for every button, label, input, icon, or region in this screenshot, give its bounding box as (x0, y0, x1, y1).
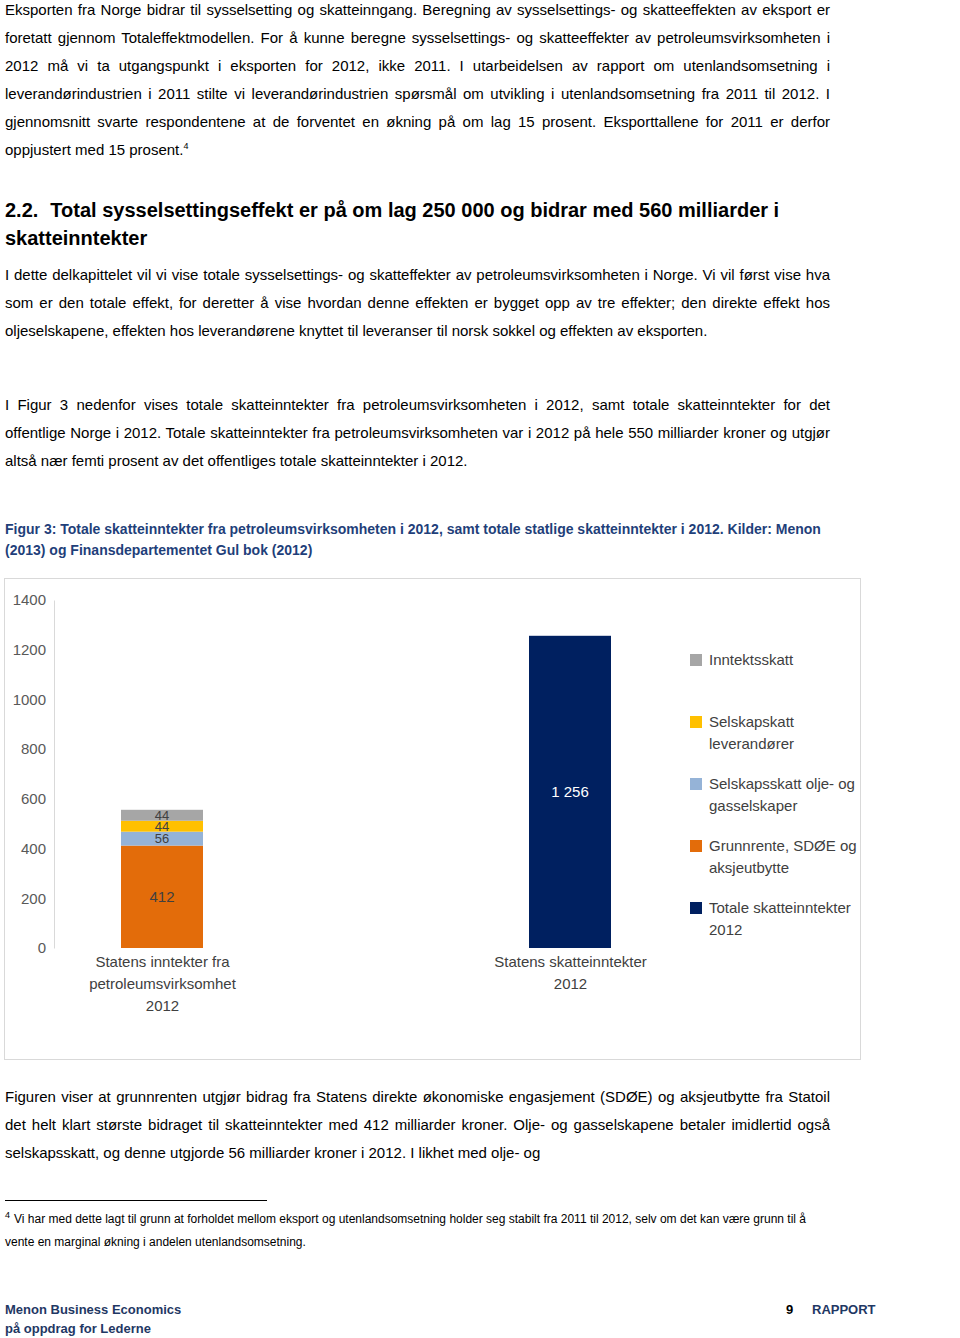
legend-swatch (690, 716, 702, 728)
tick-label: 800 (21, 740, 46, 757)
text-line: Selskapsskatt olje- og (709, 775, 855, 792)
tick-label: 0 (38, 939, 46, 956)
tick-label: 600 (21, 790, 46, 807)
tick: Statens skatteinntekter 2012 (494, 953, 647, 992)
legend: InntektsskattSelskapskattleverandørerSel… (690, 651, 857, 938)
text-line: 2012 (554, 975, 587, 992)
legend-item: Grunnrente, SDØE og aksjeutbytte (690, 837, 857, 876)
legend-item: Selskapskatt leverandører (690, 713, 795, 752)
bar-series (121, 846, 203, 948)
tick-label: 1200 (13, 641, 46, 658)
text-line: Inntektsskatt (709, 651, 794, 668)
tick: 0 (38, 939, 54, 956)
bar (529, 636, 611, 948)
legend-label: Selskapskatt leverandører (709, 713, 795, 752)
legend-swatch (690, 840, 702, 852)
text-line: Totale skatteinntekter (709, 899, 851, 916)
tick: 1400 (13, 591, 54, 608)
data-label: 44 (155, 808, 169, 823)
text-line: Statens skatteinntekter (494, 953, 647, 970)
chart-frame (5, 579, 861, 1060)
x-axis: Statens inntekter fra petroleumsvirksomhe… (89, 953, 647, 1014)
bar-series (529, 636, 611, 948)
tick-label: 200 (21, 890, 46, 907)
data-label: 1 256 (551, 783, 589, 800)
text-line: leverandører (709, 735, 794, 752)
tick: 600 (21, 790, 54, 807)
legend-swatch (690, 654, 702, 666)
legend-label: Totale skatteinntekter 2012 (709, 899, 851, 938)
footer-company: Menon Business Economics (5, 1302, 181, 1317)
axis-line (54, 601, 55, 949)
page-number: 9 (786, 1302, 793, 1317)
footer-label: RAPPORT (812, 1302, 876, 1317)
intro-paragraph: Eksporten fra Norge bidrar til sysselset… (5, 0, 830, 164)
chart: 0 200 400 600 800 1000 1200 1400 Statens inntekt… (4, 578, 861, 1060)
tick: 400 (21, 840, 54, 857)
page: { "intro": { "text": "Eksporten fra Norg… (0, 0, 960, 1338)
text-line: aksjeutbytte (709, 859, 789, 876)
text-line: Grunnrente, SDØE og (709, 837, 857, 854)
tick-label: 400 (21, 840, 46, 857)
text-line: 2012 (146, 997, 179, 1014)
y-axis: 0 200 400 600 800 1000 1200 1400 (13, 591, 55, 956)
footnote-rule (5, 1200, 267, 1201)
footnote-ref: 4 (183, 141, 188, 151)
data-labels: 1 256412564444 (149, 783, 588, 905)
tick-label: 1000 (13, 691, 46, 708)
legend-swatch (690, 778, 702, 790)
section-heading: 2.2.Total sysselsettingseffekt er på om … (5, 196, 835, 252)
footnote-text: Vi har med dette lagt til grunn at forho… (5, 1212, 806, 1249)
footer-client: på oppdrag for Lederne (5, 1321, 151, 1336)
tick: 1000 (13, 691, 54, 708)
tick-label: 1400 (13, 591, 46, 608)
text-line: gasselskaper (709, 797, 797, 814)
paragraph: I Figur 3 nedenfor vises totale skattein… (5, 391, 830, 475)
data-label: 412 (149, 888, 174, 905)
section-number: 2.2. (5, 199, 38, 221)
bar-series (121, 832, 203, 846)
bar (121, 846, 203, 948)
bar (121, 832, 203, 846)
tick-label: Statens skatteinntekter 2012 (494, 953, 647, 992)
plot-area (121, 636, 611, 948)
legend-label: Grunnrente, SDØE og aksjeutbytte (709, 837, 857, 876)
paragraph: Figuren viser at grunnrenten utgjør bidr… (5, 1083, 830, 1167)
legend-swatch (690, 902, 702, 914)
tick: Statens inntekter fra petroleumsvirksomhe… (89, 953, 237, 1014)
tick: 200 (21, 890, 54, 907)
section-title: Total sysselsettingseffekt er på om lag … (5, 199, 779, 249)
tick-label: Statens inntekter fra petroleumsvirksomhe… (89, 953, 237, 1014)
text-line: 2012 (709, 921, 742, 938)
text-line: petroleumsvirksomhet (89, 975, 237, 992)
figure-caption: Figur 3: Totale skatteinntekter fra petr… (5, 519, 835, 561)
legend-label: Selskapsskatt olje- og gasselskaper (709, 775, 855, 814)
footnote-number: 4 (5, 1210, 10, 1220)
legend-item: Totale skatteinntekter 2012 (690, 899, 851, 938)
legend-label: Inntektsskatt (709, 651, 794, 668)
legend-item: Selskapsskatt olje- og gasselskaper (690, 775, 855, 814)
tick: 800 (21, 740, 54, 757)
text-line: Selskapskatt (709, 713, 795, 730)
tick: 1200 (13, 641, 54, 658)
footnote: 4Vi har med dette lagt til grunn at forh… (5, 1208, 830, 1254)
paragraph-text: Eksporten fra Norge bidrar til sysselset… (5, 1, 830, 158)
legend-item: Inntektsskatt (690, 651, 794, 668)
text-line: Statens inntekter fra (95, 953, 230, 970)
paragraph: I dette delkapittelet vil vi vise totale… (5, 261, 830, 345)
